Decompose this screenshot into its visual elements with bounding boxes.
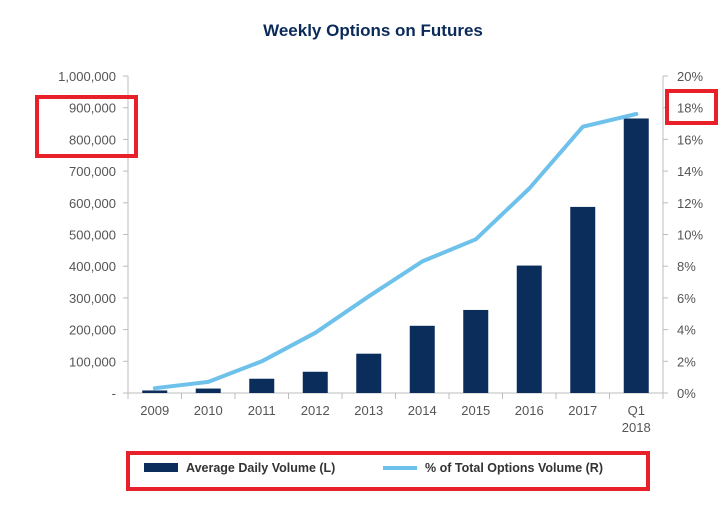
bar <box>623 118 649 393</box>
bar <box>356 353 382 393</box>
right-axis-tick-label: 2% <box>677 354 696 369</box>
left-axis-tick-label: 400,000 <box>69 259 116 274</box>
left-axis-tick-label: 600,000 <box>69 196 116 211</box>
x-axis-tick-label: 2011 <box>248 403 276 418</box>
x-axis-tick-label: 2017 <box>568 403 597 418</box>
right-axis-tick-label: 14% <box>677 164 703 179</box>
left-axis-tick-label: - <box>112 386 116 401</box>
x-axis-tick-label: 2014 <box>408 403 437 418</box>
legend-swatch-bars <box>144 463 178 472</box>
right-axis-tick-label: 6% <box>677 291 696 306</box>
x-axis-tick-label: 2010 <box>194 403 223 418</box>
bar <box>142 390 168 393</box>
right-axis-tick-label: 4% <box>677 323 696 338</box>
line-series <box>152 112 639 391</box>
left-axis-tick-label: 100,000 <box>69 354 116 369</box>
bar <box>302 371 328 393</box>
right-axis-ticks: 0% 2% 4% 6% 8% 10% 12% 14% 16% 18% 20% <box>663 69 703 401</box>
right-axis-tick-label: 8% <box>677 259 696 274</box>
x-axis-tick-label: 2013 <box>354 403 383 418</box>
right-axis-tick-label: 10% <box>677 228 703 243</box>
x-axis-ticks: 2009 2010 2011 2012 2013 2014 2015 2016 2017 Q1 20… <box>127 393 664 435</box>
left-axis-tick-label: 200,000 <box>69 323 116 338</box>
highlight-box-left-axis <box>35 95 138 158</box>
x-axis-tick-label: Q1 2018 <box>622 403 651 435</box>
legend-label-bars: Average Daily Volume (L) <box>186 461 335 475</box>
legend-label-line: % of Total Options Volume (R) <box>425 461 603 475</box>
right-axis-tick-label: 20% <box>677 69 703 84</box>
left-axis-tick-label: 1,000,000 <box>58 69 116 84</box>
pct-total-options-line <box>152 112 639 391</box>
left-axis-tick-label: 500,000 <box>69 228 116 243</box>
right-axis-tick-label: 0% <box>677 386 696 401</box>
chart-title: Weekly Options on Futures <box>263 21 483 40</box>
bar-series <box>142 118 649 393</box>
right-axis-tick-label: 18% <box>677 101 703 116</box>
bar <box>249 378 275 393</box>
right-axis-tick-label: 16% <box>677 132 703 147</box>
x-axis-tick-label: 2009 <box>140 403 169 418</box>
highlight-box-right-axis <box>665 89 718 125</box>
x-axis-tick-label: 2012 <box>301 403 330 418</box>
left-axis-tick-label: 700,000 <box>69 164 116 179</box>
x-axis-tick-label: 2016 <box>515 403 544 418</box>
left-axis-tick-label: 300,000 <box>69 291 116 306</box>
bar <box>195 388 221 393</box>
left-axis-ticks: - 100,000 200,000 300,000 400,000 500,000 600,… <box>58 69 128 401</box>
bar <box>570 206 596 393</box>
bar <box>409 325 435 393</box>
highlight-box-legend <box>126 451 650 491</box>
left-axis-tick-label: 900,000 <box>69 101 116 116</box>
legend: Average Daily Volume (L) % of Total Opti… <box>144 461 603 475</box>
bar <box>516 265 542 393</box>
x-axis-tick-label: 2015 <box>461 403 490 418</box>
right-axis-tick-label: 12% <box>677 196 703 211</box>
left-axis-tick-label: 800,000 <box>69 132 116 147</box>
bar <box>463 309 489 393</box>
